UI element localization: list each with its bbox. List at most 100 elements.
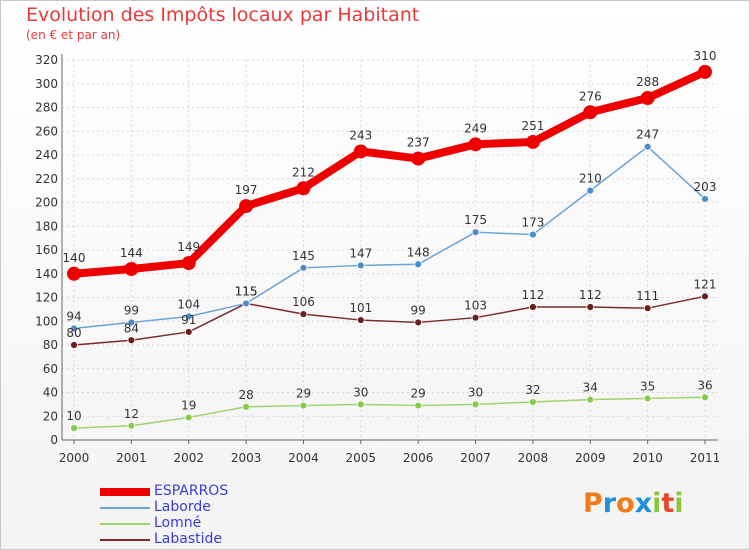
data-point	[414, 260, 423, 269]
data-label: 12	[124, 407, 139, 421]
chart-title: Evolution des Impôts locaux par Habitant	[26, 4, 420, 26]
y-tick-label: 320	[35, 53, 58, 67]
data-point	[586, 303, 595, 311]
data-point	[184, 413, 193, 422]
data-point	[70, 324, 78, 333]
y-tick-label: 60	[43, 362, 58, 376]
legend-swatch	[100, 523, 150, 525]
x-tick-label: 2002	[173, 451, 204, 465]
series-line-laborde	[73, 145, 706, 330]
data-point	[242, 299, 250, 308]
logo-letter: r	[602, 488, 617, 519]
data-label: 104	[177, 298, 200, 312]
proxiti-logo: Proxiti	[583, 488, 684, 519]
x-tick-label: 2007	[460, 451, 491, 465]
x-tick-label: 2010	[632, 451, 663, 465]
data-label: 144	[120, 246, 143, 260]
series-line-labastide	[73, 295, 706, 346]
data-point	[701, 393, 709, 402]
data-point	[127, 421, 136, 430]
x-tick-label: 2011	[690, 451, 721, 465]
data-label: 29	[296, 387, 311, 401]
data-point	[643, 394, 652, 403]
x-tick-label: 2004	[288, 451, 319, 465]
logo-letter: P	[583, 488, 603, 519]
x-tick-label: 2006	[403, 451, 434, 465]
logo-letter: i	[652, 488, 662, 519]
axes: 0 20 40 60 80 100 120 140 160 180 200 220 240 260 280 3…	[35, 53, 720, 465]
legend-label: ESPARROS	[154, 483, 229, 499]
data-point	[643, 304, 652, 313]
data-point	[124, 262, 139, 276]
data-point	[411, 151, 426, 166]
data-point	[239, 199, 254, 214]
data-label: 99	[411, 303, 426, 317]
y-tick-label: 300	[35, 77, 58, 91]
data-label: 103	[464, 299, 487, 313]
data-point	[70, 424, 78, 433]
data-label: 140	[63, 251, 86, 265]
data-point	[184, 328, 193, 336]
series-line-lomné	[73, 396, 706, 429]
data-label: 148	[407, 245, 430, 259]
data-label: 112	[521, 288, 544, 302]
data-point	[471, 228, 480, 237]
chart-legend: ESPARROS Laborde Lomné Labastide	[100, 483, 260, 548]
data-label: 173	[521, 216, 544, 230]
data-label: 121	[694, 277, 717, 291]
data-point	[525, 134, 540, 149]
data-label: 145	[292, 249, 315, 263]
data-label: 203	[694, 180, 717, 194]
data-label: 149	[177, 240, 200, 254]
data-labels: 140 144 149 197 212 243 237 249 251 276 288 310 94 99…	[63, 49, 717, 423]
data-point	[698, 64, 712, 79]
data-label: 243	[349, 128, 372, 142]
y-tick-label: 260	[35, 124, 58, 138]
data-point	[356, 316, 365, 324]
x-tick-label: 2005	[346, 451, 377, 465]
x-tick-label: 2009	[575, 451, 606, 465]
x-tick-label: 2003	[231, 451, 262, 465]
y-tick-label: 40	[43, 386, 58, 400]
data-label: 99	[124, 303, 139, 317]
data-point	[414, 318, 423, 327]
data-label: 247	[636, 128, 659, 142]
data-label: 288	[636, 75, 659, 89]
data-point	[184, 312, 193, 321]
data-label: 32	[525, 383, 540, 397]
legend-swatch	[100, 488, 150, 496]
data-label: 175	[464, 213, 487, 227]
data-label: 35	[640, 379, 655, 393]
data-point	[468, 137, 483, 152]
series-line-esparros	[70, 67, 709, 278]
data-point	[67, 266, 81, 281]
data-label: 30	[468, 385, 483, 399]
data-label: 29	[411, 387, 426, 401]
x-tick-label: 2008	[518, 451, 549, 465]
data-point	[643, 142, 652, 151]
data-point	[529, 303, 537, 311]
data-label: 111	[636, 289, 659, 303]
data-label: 115	[235, 284, 258, 298]
logo-letter: t	[661, 488, 675, 519]
legend-item-labastide: Labastide	[100, 531, 260, 548]
y-tick-label: 160	[35, 243, 58, 257]
data-label: 147	[349, 246, 372, 260]
y-tick-label: 140	[35, 267, 58, 281]
data-point	[353, 144, 368, 159]
legend-item-laborde: Laborde	[100, 499, 260, 516]
series-lines	[67, 64, 712, 433]
legend-swatch	[100, 539, 150, 541]
data-label: 276	[579, 89, 602, 103]
x-tick-label: 2001	[116, 451, 147, 465]
data-label: 36	[697, 378, 712, 392]
data-label: 115	[235, 284, 258, 298]
data-label: 80	[66, 326, 81, 340]
data-label: 84	[124, 321, 139, 335]
y-tick-label: 100	[35, 314, 58, 328]
data-label: 19	[181, 398, 196, 412]
data-label: 28	[238, 388, 253, 402]
data-point	[127, 336, 136, 345]
